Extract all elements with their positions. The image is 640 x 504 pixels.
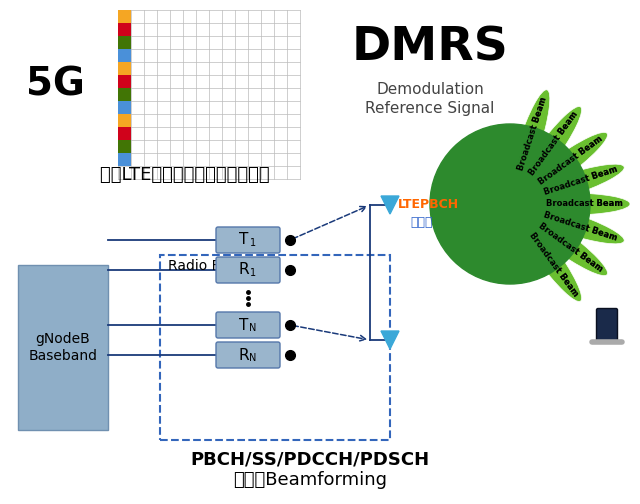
Bar bbox=[118, 49, 131, 62]
Text: Broadcast Beam: Broadcast Beam bbox=[546, 200, 623, 209]
Bar bbox=[118, 140, 131, 153]
Text: Broadcast Beam: Broadcast Beam bbox=[536, 221, 604, 274]
Ellipse shape bbox=[510, 164, 624, 207]
Ellipse shape bbox=[508, 90, 550, 204]
Ellipse shape bbox=[509, 204, 582, 301]
Polygon shape bbox=[381, 331, 399, 349]
Ellipse shape bbox=[509, 203, 607, 276]
Text: R: R bbox=[239, 347, 250, 362]
Circle shape bbox=[430, 124, 590, 284]
Text: Broadcast Beam: Broadcast Beam bbox=[546, 200, 623, 209]
Text: 1: 1 bbox=[250, 268, 256, 278]
Text: Broadcast Beam: Broadcast Beam bbox=[536, 134, 604, 186]
Bar bbox=[118, 10, 131, 23]
Text: T: T bbox=[239, 232, 249, 247]
Text: Broadcast Beam: Broadcast Beam bbox=[543, 211, 619, 243]
Text: Broadcast Beam: Broadcast Beam bbox=[517, 95, 549, 171]
Ellipse shape bbox=[509, 133, 607, 205]
Text: R: R bbox=[239, 263, 250, 278]
Bar bbox=[118, 127, 131, 140]
FancyBboxPatch shape bbox=[596, 308, 618, 342]
Text: ~9dB: ~9dB bbox=[452, 166, 506, 184]
Text: Broadcast Beam: Broadcast Beam bbox=[527, 110, 580, 177]
Text: Broadcast Beam: Broadcast Beam bbox=[527, 230, 580, 298]
Ellipse shape bbox=[510, 193, 630, 215]
Text: gNodeB
Baseband: gNodeB Baseband bbox=[29, 333, 97, 362]
Text: Broadcast Beam: Broadcast Beam bbox=[543, 165, 619, 197]
Bar bbox=[118, 23, 131, 36]
Text: 1: 1 bbox=[250, 238, 256, 248]
Text: Broadcast Beam: Broadcast Beam bbox=[536, 221, 604, 274]
Text: 宽波束: 宽波束 bbox=[410, 216, 433, 228]
Text: 都支持Beamforming: 都支持Beamforming bbox=[233, 471, 387, 489]
Ellipse shape bbox=[509, 106, 582, 205]
FancyBboxPatch shape bbox=[216, 312, 280, 338]
Text: Broadcast Beam: Broadcast Beam bbox=[543, 165, 619, 197]
Text: N: N bbox=[250, 323, 257, 333]
Text: Broadcast Beam: Broadcast Beam bbox=[527, 110, 580, 177]
Bar bbox=[118, 153, 131, 166]
Text: LTEPBCH: LTEPBCH bbox=[398, 199, 459, 212]
FancyBboxPatch shape bbox=[216, 342, 280, 368]
Text: DMRS: DMRS bbox=[351, 26, 508, 71]
Bar bbox=[118, 114, 131, 127]
Polygon shape bbox=[381, 196, 399, 214]
Text: Radio Front: Radio Front bbox=[168, 259, 247, 273]
Text: N: N bbox=[250, 353, 257, 363]
Text: 相对LTE宽波束，窄波束性能提升: 相对LTE宽波束，窄波束性能提升 bbox=[100, 166, 275, 184]
Text: Reference Signal: Reference Signal bbox=[365, 100, 495, 115]
Text: Broadcast Beam: Broadcast Beam bbox=[543, 211, 619, 243]
Bar bbox=[118, 36, 131, 49]
Text: Broadcast Beam: Broadcast Beam bbox=[527, 230, 580, 298]
FancyBboxPatch shape bbox=[216, 257, 280, 283]
FancyBboxPatch shape bbox=[18, 265, 108, 430]
Text: Broadcast Beam: Broadcast Beam bbox=[536, 134, 604, 186]
Ellipse shape bbox=[510, 201, 624, 244]
Text: PBCH/SS/PDCCH/PDSCH: PBCH/SS/PDCCH/PDSCH bbox=[191, 451, 429, 469]
Text: T: T bbox=[239, 318, 249, 333]
Text: Demodulation: Demodulation bbox=[376, 83, 484, 97]
Bar bbox=[118, 88, 131, 101]
Bar bbox=[118, 75, 131, 88]
Text: 5G: 5G bbox=[26, 66, 84, 104]
Bar bbox=[118, 101, 131, 114]
FancyBboxPatch shape bbox=[216, 227, 280, 253]
Text: Broadcast Beam: Broadcast Beam bbox=[517, 95, 549, 171]
Bar bbox=[118, 62, 131, 75]
